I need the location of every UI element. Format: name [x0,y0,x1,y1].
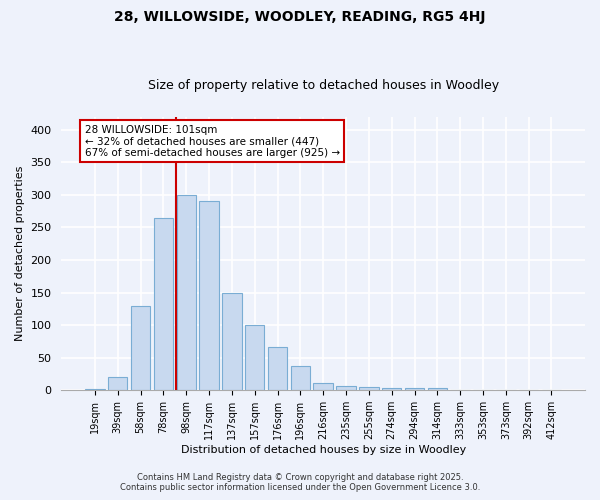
Text: Contains HM Land Registry data © Crown copyright and database right 2025.
Contai: Contains HM Land Registry data © Crown c… [120,473,480,492]
Bar [199,202,219,390]
X-axis label: Distribution of detached houses by size in Woodley: Distribution of detached houses by size … [181,445,466,455]
Y-axis label: Number of detached properties: Number of detached properties [15,166,25,341]
Bar [176,195,196,390]
Bar [290,366,310,390]
Bar [245,325,265,390]
Bar [154,218,173,390]
Bar [359,387,379,390]
Bar [131,306,150,390]
Bar [337,386,356,390]
Bar [85,389,104,390]
Bar [405,388,424,390]
Text: 28 WILLOWSIDE: 101sqm
← 32% of detached houses are smaller (447)
67% of semi-det: 28 WILLOWSIDE: 101sqm ← 32% of detached … [85,124,340,158]
Title: Size of property relative to detached houses in Woodley: Size of property relative to detached ho… [148,79,499,92]
Bar [268,346,287,390]
Bar [382,388,401,390]
Bar [222,292,242,390]
Bar [108,376,127,390]
Text: 28, WILLOWSIDE, WOODLEY, READING, RG5 4HJ: 28, WILLOWSIDE, WOODLEY, READING, RG5 4H… [114,10,486,24]
Bar [428,388,447,390]
Bar [313,383,333,390]
